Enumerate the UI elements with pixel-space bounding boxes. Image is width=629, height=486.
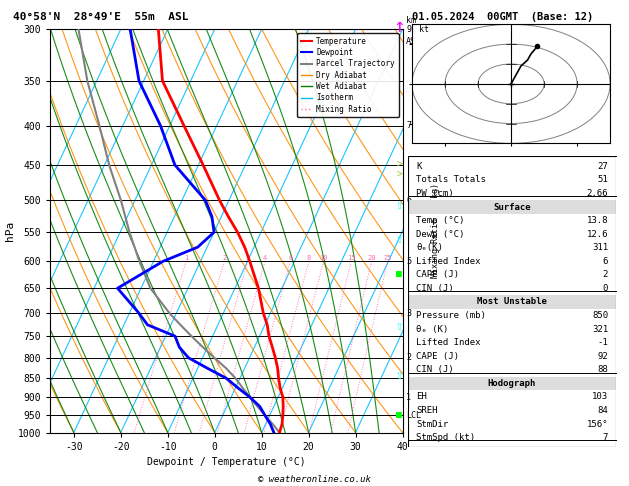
Text: StmDir: StmDir	[416, 419, 448, 429]
Text: 2: 2	[603, 270, 608, 279]
Text: 10: 10	[320, 255, 328, 261]
Text: Lifted Index: Lifted Index	[416, 257, 481, 266]
Text: ■: ■	[396, 269, 403, 279]
Text: ⇧: ⇧	[396, 320, 403, 333]
Text: EH: EH	[416, 392, 426, 401]
Text: Pressure (mb): Pressure (mb)	[416, 311, 486, 320]
Text: 0: 0	[603, 284, 608, 293]
Text: 12.6: 12.6	[587, 230, 608, 239]
Text: LCL: LCL	[406, 411, 421, 420]
X-axis label: Dewpoint / Temperature (°C): Dewpoint / Temperature (°C)	[147, 457, 306, 467]
Text: Lifted Index: Lifted Index	[416, 338, 481, 347]
Text: 84: 84	[598, 406, 608, 415]
Bar	[408, 200, 616, 214]
Text: Totals Totals: Totals Totals	[416, 175, 486, 184]
Text: 7: 7	[603, 433, 608, 442]
Text: 7: 7	[406, 121, 411, 130]
Text: 3: 3	[245, 255, 250, 261]
Legend: Temperature, Dewpoint, Parcel Trajectory, Dry Adiabat, Wet Adiabat, Isotherm, Mi: Temperature, Dewpoint, Parcel Trajectory…	[297, 33, 399, 117]
Text: km: km	[406, 16, 416, 25]
Text: 8: 8	[307, 255, 311, 261]
Text: 88: 88	[598, 365, 608, 374]
Text: kt: kt	[419, 25, 428, 34]
Text: 3: 3	[406, 309, 411, 317]
Text: 2: 2	[222, 255, 226, 261]
Text: Temp (°C): Temp (°C)	[416, 216, 464, 225]
Text: >: >	[396, 170, 403, 179]
Text: 27: 27	[598, 162, 608, 171]
Bar	[408, 377, 616, 390]
Text: 311: 311	[592, 243, 608, 252]
Text: ■: ■	[396, 410, 403, 420]
Text: 321: 321	[592, 325, 608, 333]
Bar	[408, 295, 616, 309]
Text: CAPE (J): CAPE (J)	[416, 352, 459, 361]
Text: 20: 20	[367, 255, 376, 261]
Text: 40°58'N  28°49'E  55m  ASL: 40°58'N 28°49'E 55m ASL	[13, 12, 188, 22]
Text: 2.66: 2.66	[587, 189, 608, 198]
Text: 2: 2	[406, 353, 411, 362]
Text: 92: 92	[598, 352, 608, 361]
Text: 103: 103	[592, 392, 608, 401]
Text: θₑ(K): θₑ(K)	[416, 243, 443, 252]
Text: 4: 4	[263, 255, 267, 261]
Text: ASL: ASL	[406, 37, 421, 46]
Text: 1: 1	[406, 393, 411, 402]
Text: StmSpd (kt): StmSpd (kt)	[416, 433, 475, 442]
Text: 850: 850	[592, 311, 608, 320]
Text: 15: 15	[347, 255, 355, 261]
Text: 6: 6	[406, 196, 411, 205]
Text: ⇧: ⇧	[396, 233, 403, 246]
Text: 1: 1	[184, 255, 188, 261]
Text: 6: 6	[603, 257, 608, 266]
Text: Hodograph: Hodograph	[488, 379, 536, 388]
Text: © weatheronline.co.uk: © weatheronline.co.uk	[258, 474, 371, 484]
Y-axis label: hPa: hPa	[5, 221, 15, 241]
Text: Surface: Surface	[493, 203, 531, 211]
Text: -1: -1	[598, 338, 608, 347]
Text: 01.05.2024  00GMT  (Base: 12): 01.05.2024 00GMT (Base: 12)	[412, 12, 593, 22]
Text: CIN (J): CIN (J)	[416, 365, 454, 374]
Text: SREH: SREH	[416, 406, 437, 415]
Text: 51: 51	[598, 175, 608, 184]
Text: Most Unstable: Most Unstable	[477, 297, 547, 307]
Text: Mixing Ratio (g/kg): Mixing Ratio (g/kg)	[431, 183, 440, 278]
Text: CIN (J): CIN (J)	[416, 284, 454, 293]
Text: 13.8: 13.8	[587, 216, 608, 225]
Text: PW (cm): PW (cm)	[416, 189, 454, 198]
Text: 5: 5	[406, 257, 411, 266]
Text: K: K	[416, 162, 421, 171]
Text: 6: 6	[288, 255, 292, 261]
Text: 9: 9	[406, 25, 411, 34]
Text: CAPE (J): CAPE (J)	[416, 270, 459, 279]
Text: ⇧: ⇧	[396, 369, 403, 382]
Text: θₑ (K): θₑ (K)	[416, 325, 448, 333]
Text: 25: 25	[384, 255, 392, 261]
Text: Dewp (°C): Dewp (°C)	[416, 230, 464, 239]
Text: ↑: ↑	[394, 17, 405, 36]
Text: 156°: 156°	[587, 419, 608, 429]
Text: ⇧: ⇧	[396, 199, 403, 212]
Text: >: >	[396, 160, 403, 170]
